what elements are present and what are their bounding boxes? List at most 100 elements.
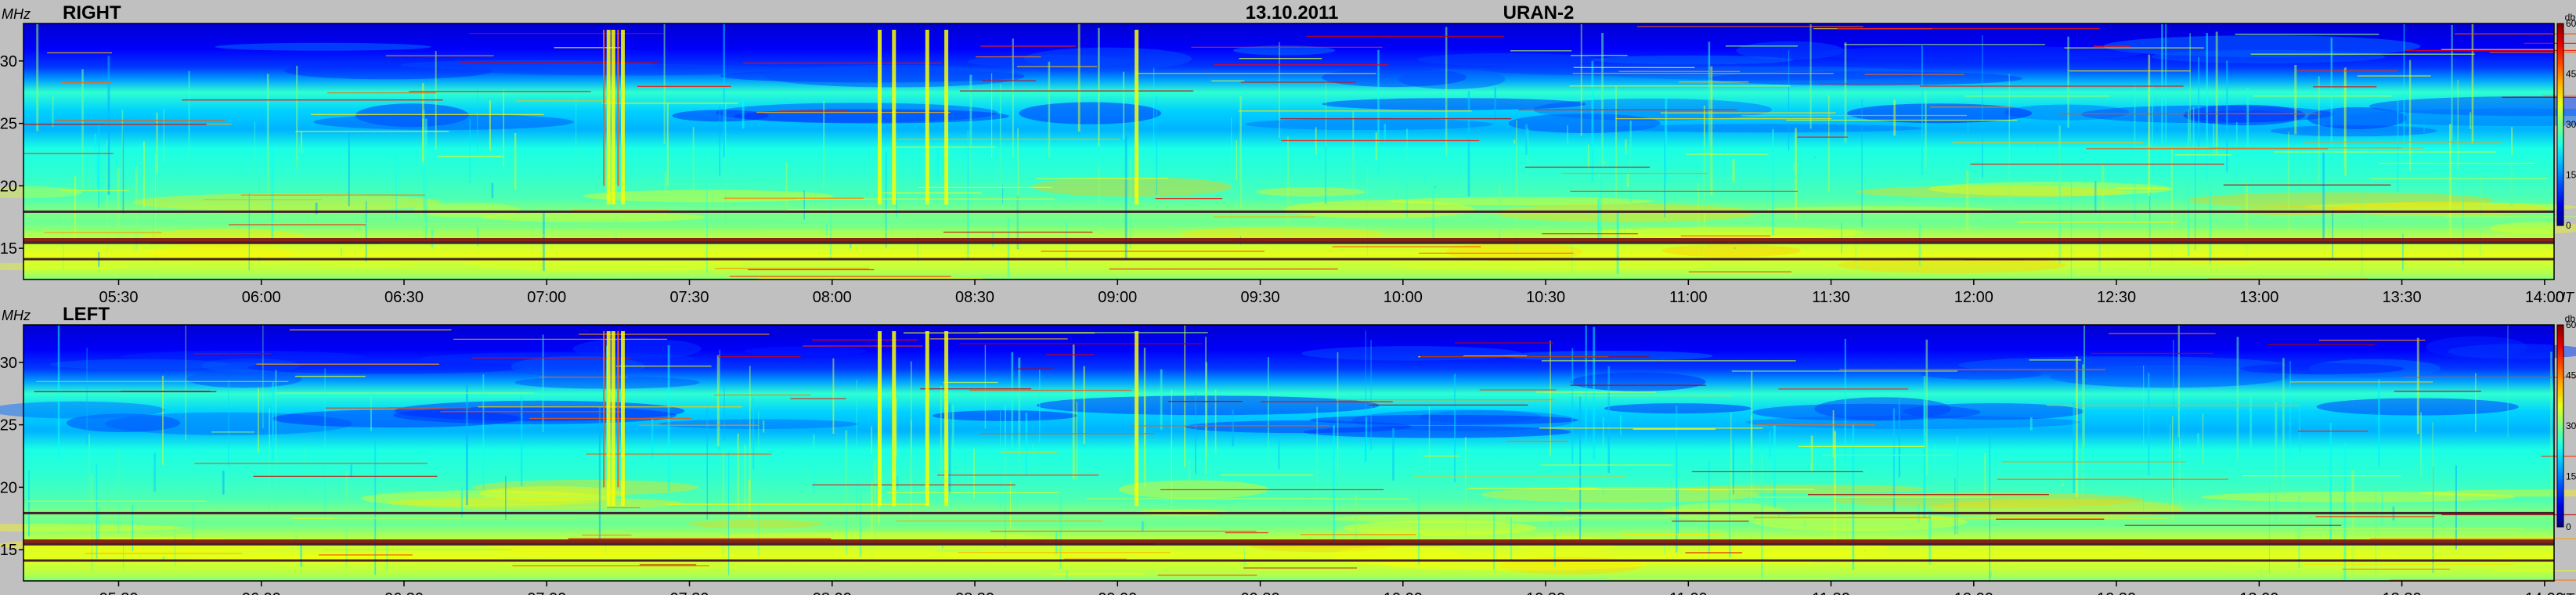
background-patch — [479, 486, 625, 502]
x-tick-label: 13:00 — [2239, 289, 2278, 306]
interference-band — [23, 511, 2554, 514]
background-patch — [0, 262, 131, 271]
x-axis-label: UT — [2555, 591, 2575, 595]
x-tick-label: 05:30 — [99, 289, 138, 306]
interference-band — [23, 210, 2554, 213]
x-tick-label: 13:00 — [2239, 590, 2278, 595]
background-patch — [272, 409, 521, 428]
colorbar-tick-label: 0 — [2566, 521, 2571, 532]
x-tick-label: 08:00 — [813, 590, 852, 595]
x-tick-label: 07:00 — [527, 289, 566, 306]
y-tick-label: 30 — [0, 53, 17, 70]
colorbar — [2556, 324, 2564, 528]
background-patch — [1303, 426, 1571, 438]
background-patch — [1031, 177, 1232, 197]
y-axis-label: MHz — [2, 6, 31, 22]
background-patch — [1571, 372, 1706, 391]
background-patch — [472, 479, 698, 496]
background-patch — [1333, 546, 1462, 566]
x-tick-label: 06:30 — [384, 590, 424, 595]
plot-frame — [23, 324, 2555, 582]
x-tick-label: 10:00 — [1384, 289, 1423, 306]
background-patch — [215, 42, 431, 51]
x-tick-label: 12:30 — [2097, 289, 2136, 306]
background-patch — [1604, 403, 1752, 414]
background-patch — [1592, 226, 1865, 239]
panel-label: LEFT — [63, 304, 110, 325]
background-patch — [1417, 52, 1600, 67]
background-patch — [1752, 513, 1968, 532]
background-patch — [0, 401, 165, 419]
background-patch — [745, 346, 867, 356]
background-patch — [1397, 261, 1712, 271]
x-tick-label: 14:00 — [2525, 590, 2564, 595]
y-tick-label: 25 — [0, 116, 17, 133]
x-tick-label: 12:30 — [2097, 590, 2136, 595]
colorbar-tick-label: 15 — [2566, 471, 2576, 482]
y-tick-label: 20 — [0, 479, 17, 496]
background-patch — [133, 193, 441, 211]
colorbar-tick-label: 0 — [2566, 220, 2571, 231]
plot-frame — [23, 23, 2555, 280]
background-patch — [1180, 226, 1383, 241]
interference-band — [23, 559, 2554, 562]
background-patch — [318, 260, 417, 269]
background-patch — [1831, 492, 2145, 508]
background-patch — [2270, 125, 2437, 137]
background-patch — [1343, 520, 1537, 536]
background-patch — [1837, 256, 2066, 273]
colorbar-tick-label: 60 — [2566, 319, 2576, 330]
date-title: 13.10.2011 — [1246, 2, 1339, 23]
background-patch — [1301, 346, 1522, 361]
x-tick-label: 09:30 — [1241, 590, 1280, 595]
background-patch — [1809, 45, 2141, 62]
x-axis-label: UT — [2555, 290, 2575, 305]
background-patch — [1285, 200, 1474, 219]
background-patch — [1661, 244, 1802, 258]
background-patch — [1245, 118, 1493, 130]
background-patch — [2187, 192, 2494, 208]
x-tick-label: 11:00 — [1669, 289, 1708, 306]
background-patch — [1322, 67, 1467, 88]
interference-band — [23, 238, 2554, 242]
background-patch — [1592, 55, 1794, 65]
x-tick-label: 09:00 — [1098, 590, 1137, 595]
background-patch — [1605, 124, 1924, 133]
background-patch — [1920, 545, 2152, 557]
background-patch — [2239, 362, 2405, 375]
x-tick-label: 14:00 — [2525, 289, 2564, 306]
x-tick-label: 08:00 — [813, 289, 852, 306]
x-tick-label: 07:30 — [669, 590, 709, 595]
x-tick-label: 09:30 — [1241, 289, 1280, 306]
x-tick-label: 08:30 — [955, 590, 994, 595]
background-patch — [122, 351, 363, 362]
background-patch — [733, 109, 1009, 124]
background-patch — [313, 114, 574, 130]
background-patch — [1814, 397, 1951, 420]
interference-band — [23, 539, 2554, 543]
colorbar-tick-label: 45 — [2566, 69, 2576, 80]
background-patch — [1503, 351, 1713, 362]
background-patch — [2201, 492, 2515, 503]
x-tick-label: 13:30 — [2383, 289, 2422, 306]
x-tick-label: 12:00 — [1954, 289, 1993, 306]
background-patch — [1928, 182, 2173, 197]
x-tick-label: 05:30 — [99, 590, 138, 595]
interference-band — [23, 241, 2554, 244]
colorbar-tick-label: 30 — [2566, 119, 2576, 130]
background-patch — [2183, 104, 2306, 126]
colorbar — [2556, 23, 2564, 226]
background-patch — [1331, 514, 1576, 523]
x-tick-label: 09:00 — [1098, 289, 1137, 306]
background-patch — [49, 359, 230, 370]
x-tick-label: 11:00 — [1669, 590, 1708, 595]
y-tick-label: 15 — [0, 542, 17, 559]
background-patch — [1322, 98, 1586, 110]
background-patch — [2332, 201, 2549, 217]
background-patch — [413, 202, 521, 218]
colorbar-tick-label: 60 — [2566, 18, 2576, 29]
background-patch — [1494, 204, 1755, 223]
background-patch — [1256, 187, 1366, 197]
y-tick-label: 15 — [0, 240, 17, 258]
